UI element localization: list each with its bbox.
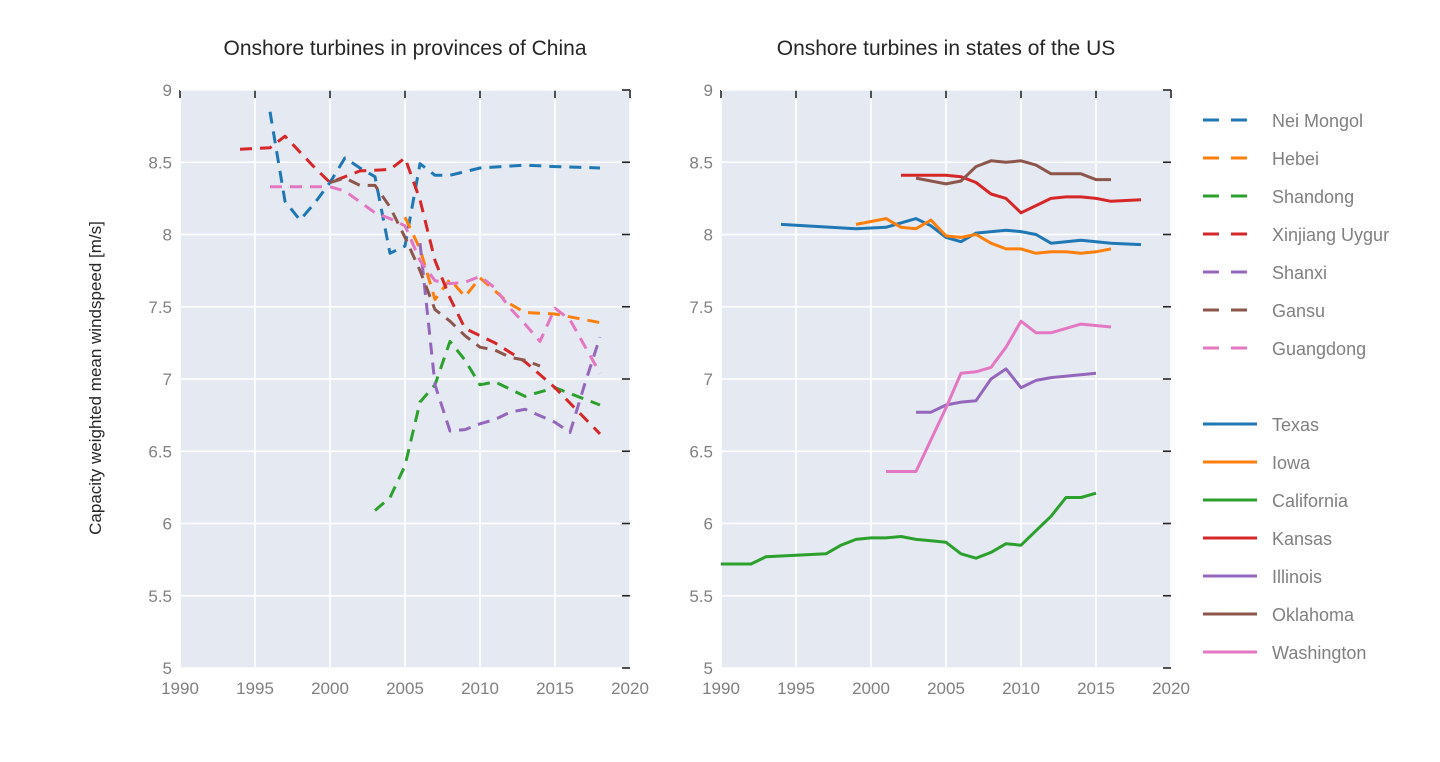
legend-label-shanxi: Shanxi (1272, 263, 1327, 283)
y-tick-label: 6.5 (148, 442, 172, 461)
legend-label-shandong: Shandong (1272, 187, 1354, 207)
series-line-guangdong (270, 185, 602, 374)
series-line-california (721, 491, 1097, 566)
x-tick-label: 2015 (1077, 679, 1115, 698)
y-tick-label: 6 (704, 515, 713, 534)
series-line-shanxi (418, 243, 602, 434)
series-line-gansu (329, 176, 541, 368)
y-tick-label: 8.5 (689, 153, 713, 172)
y-tick-label: 8 (163, 226, 172, 245)
legend-label-texas: Texas (1272, 415, 1319, 435)
legend-label-illinois: Illinois (1272, 567, 1322, 587)
series-line-xinjiang-uygur (239, 134, 602, 435)
legend-label-xinjiang-uygur: Xinjiang Uygur (1272, 225, 1389, 245)
x-tick-label: 2010 (461, 679, 499, 698)
x-tick-label: 2015 (536, 679, 574, 698)
series-line-washington (886, 319, 1112, 473)
chart-title: Onshore turbines in provinces of China (223, 37, 586, 60)
x-tick-label: 2020 (611, 679, 649, 698)
x-tick-label: 1995 (236, 679, 274, 698)
legend-label-oklahoma: Oklahoma (1272, 605, 1355, 625)
legend-label-california: California (1272, 491, 1349, 511)
y-tick-label: 5 (163, 659, 172, 678)
x-tick-label: 2005 (927, 679, 965, 698)
y-tick-label: 5.5 (689, 587, 713, 606)
legend-label-washington: Washington (1272, 643, 1366, 663)
legend-label-hebei: Hebei (1272, 149, 1319, 169)
y-tick-label: 7.5 (689, 298, 713, 317)
x-tick-label: 2010 (1002, 679, 1040, 698)
series-line-hebei (403, 216, 601, 325)
chart-title: Onshore turbines in states of the US (777, 37, 1116, 60)
y-tick-label: 5.5 (148, 587, 172, 606)
x-tick-label: 1995 (777, 679, 815, 698)
y-tick-label: 6.5 (689, 442, 713, 461)
legend-label-iowa: Iowa (1272, 453, 1311, 473)
y-tick-label: 9 (704, 81, 713, 100)
series-line-illinois (916, 367, 1097, 414)
chart-panel-us: 1990 1995 2000 2005 2010 2015 2020 5 5.5 6 6.5 7 7.5… (689, 37, 1190, 698)
y-axis-label: Capacity weighted mean windspeed [m/s] (86, 221, 105, 535)
y-tick-label: 6 (163, 515, 172, 534)
y-tick-label: 7 (704, 370, 713, 389)
x-tick-label: 2000 (311, 679, 349, 698)
series-line-nei-mongol (268, 111, 601, 255)
x-tick-label: 1990 (161, 679, 199, 698)
chart-panel-china: 1990 1995 2000 2005 2010 2015 2020 5 5.5 6 6.5 7 7.5… (148, 37, 649, 698)
series-line-iowa (855, 217, 1112, 255)
legend-label-nei-mongol: Nei Mongol (1272, 111, 1363, 131)
y-tick-label: 7 (163, 370, 172, 389)
x-tick-label: 2000 (852, 679, 890, 698)
series-line-shandong (374, 339, 601, 512)
y-tick-label: 8.5 (148, 153, 172, 172)
y-tick-label: 8 (704, 226, 713, 245)
x-tick-label: 1990 (702, 679, 740, 698)
y-tick-label: 9 (163, 81, 172, 100)
legend-label-kansas: Kansas (1272, 529, 1332, 549)
x-tick-label: 2020 (1152, 679, 1190, 698)
legend-label-guangdong: Guangdong (1272, 339, 1366, 359)
y-tick-label: 7.5 (148, 298, 172, 317)
legend: Nei Mongol Hebei Shandong Xinjiang Uygur Sha… (1203, 111, 1389, 663)
legend-label-gansu: Gansu (1272, 301, 1325, 321)
y-tick-label: 5 (704, 659, 713, 678)
series-line-oklahoma (915, 159, 1111, 186)
x-tick-label: 2005 (386, 679, 424, 698)
